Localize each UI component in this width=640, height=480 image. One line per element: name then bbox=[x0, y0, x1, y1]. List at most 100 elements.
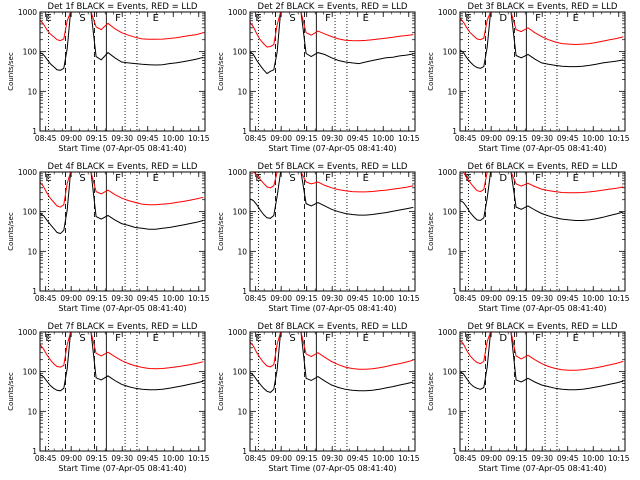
plot-frame bbox=[249, 11, 416, 132]
x-tick-label: 09:45 bbox=[137, 134, 159, 143]
x-tick-label: 09:15 bbox=[86, 134, 108, 143]
plot-frame bbox=[249, 171, 416, 292]
lld-series-line bbox=[460, 172, 624, 194]
event-letter: D bbox=[499, 173, 507, 184]
detector-panel: Det 8f BLACK = Events, RED = LLD Counts/s… bbox=[217, 322, 420, 473]
plot-frame bbox=[249, 331, 416, 452]
y-tick-label: 1 bbox=[452, 127, 457, 136]
x-tick-label: 09:45 bbox=[347, 134, 369, 143]
x-axis-label: Start Time (07-Apr-05 08:41:40) bbox=[268, 304, 396, 313]
event-letter: F bbox=[115, 173, 121, 184]
events-series-line bbox=[250, 172, 414, 219]
lld-series-line bbox=[40, 172, 204, 208]
panel-title: Det 3f BLACK = Events, RED = LLD bbox=[468, 2, 618, 12]
event-letter: F bbox=[325, 333, 331, 344]
y-tick-label: 100 bbox=[233, 48, 248, 57]
x-tick-label: 09:45 bbox=[557, 454, 579, 463]
event-letter: E bbox=[465, 13, 471, 24]
x-tick-label: 09:00 bbox=[60, 134, 82, 143]
y-axis-label: Counts/sec bbox=[427, 52, 435, 91]
x-tick-label: 09:45 bbox=[347, 294, 369, 303]
detector-panel: Det 7f BLACK = Events, RED = LLD Counts/s… bbox=[7, 322, 210, 473]
y-tick-label: 1000 bbox=[228, 8, 247, 17]
y-tick-label: 1000 bbox=[228, 328, 247, 337]
event-letter: S bbox=[289, 173, 295, 184]
events-series-line bbox=[250, 12, 414, 75]
lld-series-line bbox=[250, 12, 414, 48]
y-tick-label: 100 bbox=[233, 208, 248, 217]
x-axis-label: Start Time (07-Apr-05 08:41:40) bbox=[268, 464, 396, 473]
x-axis-label: Start Time (07-Apr-05 08:41:40) bbox=[478, 144, 606, 153]
x-tick-label: 10:00 bbox=[372, 134, 394, 143]
x-tick-label: 10:15 bbox=[608, 294, 630, 303]
x-tick-label: 10:00 bbox=[162, 134, 184, 143]
event-letter: E bbox=[45, 13, 51, 24]
x-tick-label: 09:00 bbox=[480, 454, 502, 463]
y-tick-label: 100 bbox=[23, 368, 38, 377]
x-tick-label: 09:45 bbox=[347, 454, 369, 463]
y-axis-label: Counts/sec bbox=[7, 212, 15, 251]
y-tick-label: 100 bbox=[443, 368, 458, 377]
panel-title: Det 8f BLACK = Events, RED = LLD bbox=[258, 322, 408, 332]
x-tick-label: 08:45 bbox=[35, 134, 57, 143]
y-tick-label: 1000 bbox=[438, 8, 457, 17]
x-tick-label: 09:15 bbox=[86, 454, 108, 463]
y-tick-label: 100 bbox=[23, 48, 38, 57]
x-tick-label: 10:15 bbox=[398, 134, 420, 143]
event-letter: E bbox=[153, 333, 159, 344]
detector-panel: Det 3f BLACK = Events, RED = LLD Counts/s… bbox=[427, 2, 630, 153]
x-tick-label: 08:45 bbox=[455, 454, 477, 463]
x-tick-label: 09:15 bbox=[506, 134, 528, 143]
event-letter: F bbox=[115, 13, 121, 24]
event-letter: F bbox=[535, 333, 541, 344]
x-axis-label: Start Time (07-Apr-05 08:41:40) bbox=[478, 304, 606, 313]
x-tick-label: 09:30 bbox=[111, 294, 133, 303]
y-axis-label: Counts/sec bbox=[427, 212, 435, 251]
lld-series-line bbox=[40, 332, 204, 370]
event-letter: E bbox=[363, 173, 369, 184]
x-tick-label: 09:00 bbox=[60, 294, 82, 303]
event-letter: E bbox=[465, 173, 471, 184]
x-tick-label: 08:45 bbox=[35, 454, 57, 463]
event-letter: F bbox=[535, 13, 541, 24]
event-letter: E bbox=[255, 333, 261, 344]
x-tick-label: 09:00 bbox=[270, 134, 292, 143]
detector-panel: Det 1f BLACK = Events, RED = LLD Counts/s… bbox=[7, 2, 210, 153]
plot-frame bbox=[39, 11, 206, 132]
x-axis-label: Start Time (07-Apr-05 08:41:40) bbox=[58, 464, 186, 473]
x-tick-label: 10:00 bbox=[582, 294, 604, 303]
panel-title: Det 5f BLACK = Events, RED = LLD bbox=[258, 162, 408, 172]
y-tick-label: 10 bbox=[447, 407, 457, 416]
lld-series-line bbox=[460, 12, 624, 46]
y-tick-label: 10 bbox=[447, 247, 457, 256]
x-tick-label: 10:15 bbox=[188, 294, 210, 303]
x-tick-label: 08:45 bbox=[455, 134, 477, 143]
y-tick-label: 1000 bbox=[228, 168, 247, 177]
y-tick-label: 1000 bbox=[438, 328, 457, 337]
x-tick-label: 09:00 bbox=[270, 294, 292, 303]
x-tick-label: 09:15 bbox=[296, 454, 318, 463]
panel-title: Det 2f BLACK = Events, RED = LLD bbox=[258, 2, 408, 12]
event-letter: E bbox=[153, 13, 159, 24]
x-tick-label: 10:00 bbox=[582, 134, 604, 143]
x-tick-label: 10:15 bbox=[398, 294, 420, 303]
x-tick-label: 09:00 bbox=[480, 134, 502, 143]
x-tick-label: 10:00 bbox=[162, 454, 184, 463]
y-tick-label: 10 bbox=[237, 87, 247, 96]
y-tick-label: 1 bbox=[32, 447, 37, 456]
event-letter: F bbox=[325, 13, 331, 24]
event-letter: S bbox=[289, 13, 295, 24]
y-tick-label: 1 bbox=[242, 447, 247, 456]
lld-series-line bbox=[460, 332, 624, 371]
event-letter: F bbox=[535, 173, 541, 184]
x-tick-label: 09:15 bbox=[506, 454, 528, 463]
x-tick-label: 09:00 bbox=[60, 454, 82, 463]
x-tick-label: 09:30 bbox=[111, 134, 133, 143]
panel-title: Det 7f BLACK = Events, RED = LLD bbox=[48, 322, 198, 332]
events-series-line bbox=[40, 172, 204, 235]
x-tick-label: 09:15 bbox=[296, 294, 318, 303]
y-axis-label: Counts/sec bbox=[7, 372, 15, 411]
x-tick-label: 10:00 bbox=[582, 454, 604, 463]
event-letter: S bbox=[289, 333, 295, 344]
event-letter: D bbox=[499, 333, 507, 344]
